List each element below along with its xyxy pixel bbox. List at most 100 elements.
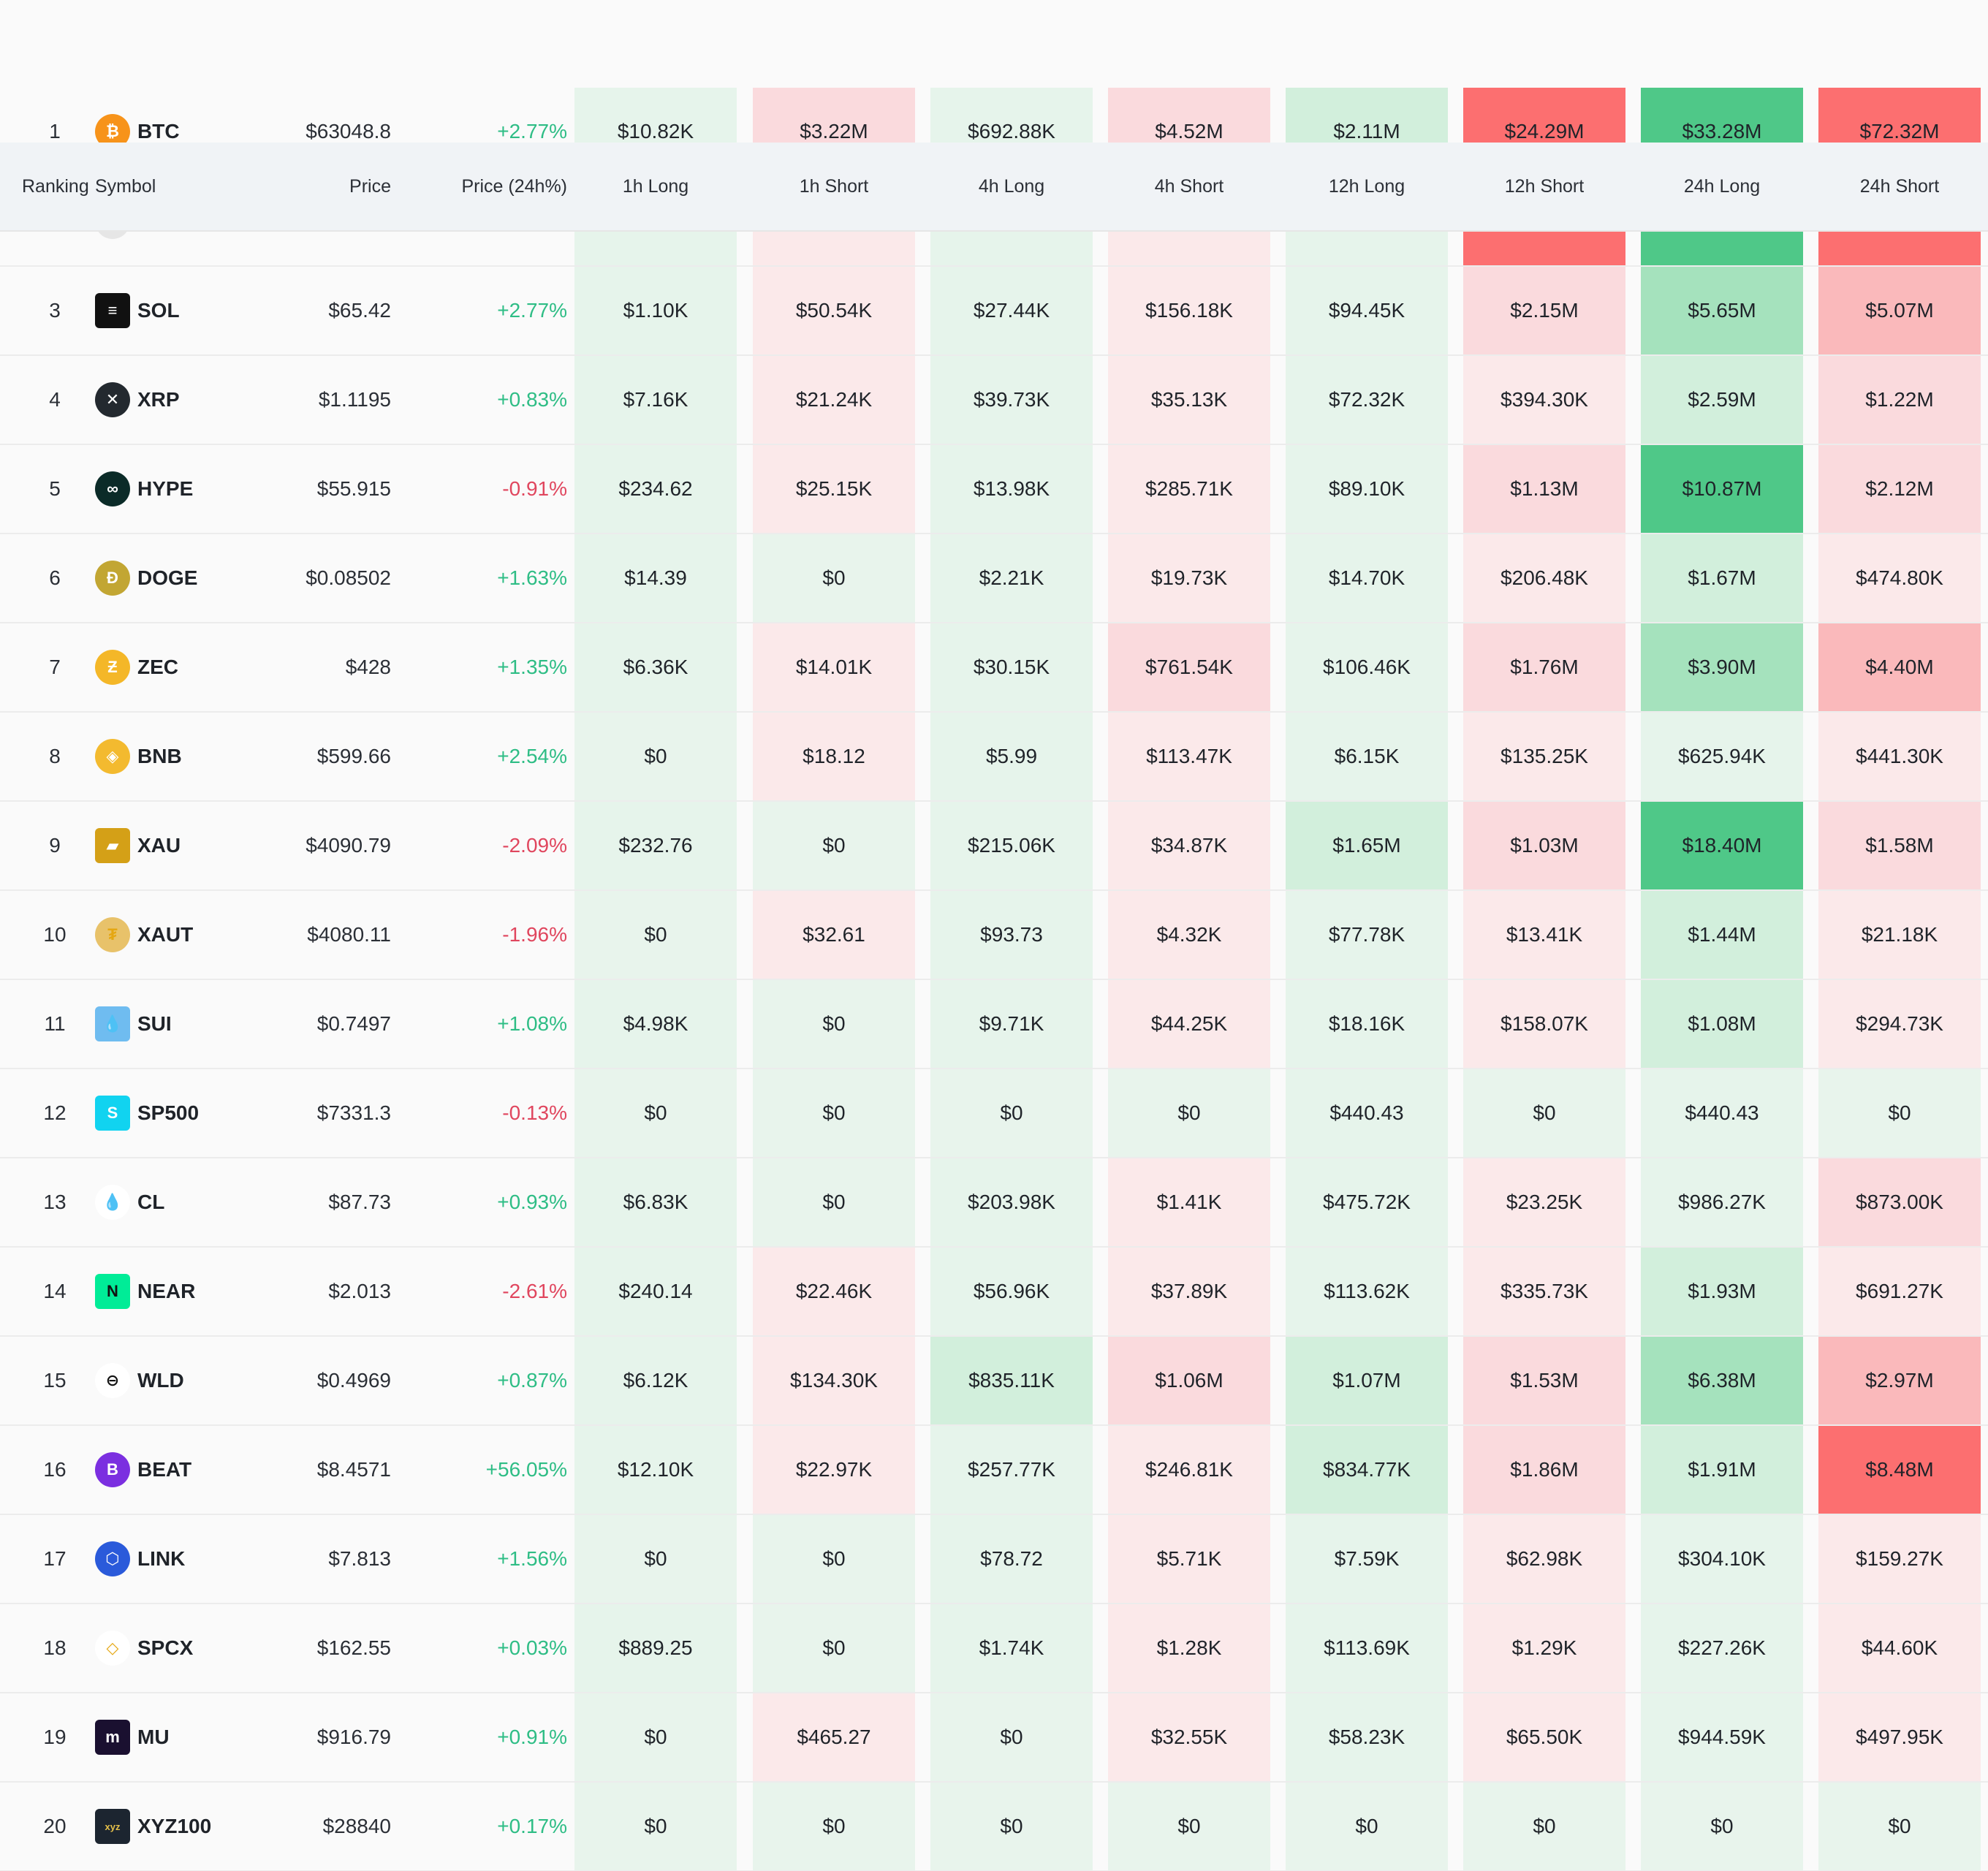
cell-1h-short: $0 <box>753 1069 915 1157</box>
symbol-cell[interactable]: N NEAR <box>95 1248 270 1335</box>
cell-1h-short: $25.15K <box>753 445 915 533</box>
cell-4h-short: $0 <box>1108 1783 1270 1870</box>
cell-1h-long: $0 <box>574 1069 737 1157</box>
header-4h-short[interactable]: 4h Short <box>1154 175 1224 197</box>
header-4h-long[interactable]: 4h Long <box>978 175 1045 197</box>
change-cell: +0.91% <box>497 1726 567 1748</box>
cell-1h-short: $18.12 <box>753 713 915 800</box>
header-24h-long[interactable]: 24h Long <box>1683 175 1761 197</box>
symbol-cell[interactable]: ✕ XRP <box>95 356 270 444</box>
cell-12h-long: $6.15K <box>1286 713 1448 800</box>
symbol-cell[interactable]: ◇ SPCX <box>95 1604 270 1692</box>
cell-24h-long: $10.87M <box>1641 445 1803 533</box>
cell-4h-long: $13.98K <box>930 445 1093 533</box>
symbol-cell[interactable]: B BEAT <box>95 1426 270 1514</box>
header-1h-short[interactable]: 1h Short <box>799 175 869 197</box>
symbol-cell[interactable]: Ð DOGE <box>95 534 270 622</box>
symbol-cell[interactable]: 💧 SUI <box>95 980 270 1068</box>
symbol-cell[interactable]: ₿ BTC <box>95 88 270 175</box>
table-row[interactable]: 12 S SP500 $7331.3 -0.13% $0 $0 $0 $0 $440.43 $0 $4… <box>0 1069 1988 1158</box>
header-price[interactable]: Price <box>349 175 391 197</box>
cell-12h-long: $58.23K <box>1286 1693 1448 1781</box>
symbol-cell[interactable]: S SP500 <box>95 1069 270 1157</box>
symbol-cell[interactable]: ⬡ LINK <box>95 1515 270 1603</box>
table-row[interactable]: 3 ≡ SOL $65.42 +2.77% $1.10K $50.54K $27.44K $15… <box>0 267 1988 356</box>
cell-4h-short: $37.89K <box>1108 1248 1270 1335</box>
table-row[interactable]: 7 Ƶ ZEC $428 +1.35% $6.36K $14.01K $30.15K $761.… <box>0 623 1988 713</box>
cell-4h-short: $32.55K <box>1108 1693 1270 1781</box>
cell-12h-short: $1.13M <box>1463 445 1625 533</box>
cell-1h-short: $0 <box>753 980 915 1068</box>
cell-12h-short: $135.25K <box>1463 713 1625 800</box>
cell-1h-short: $14.01K <box>753 623 915 711</box>
cell-4h-long: $27.44K <box>930 267 1093 354</box>
cell-12h-long: $77.78K <box>1286 891 1448 979</box>
table-row[interactable]: 8 ◈ BNB $599.66 +2.54% $0 $18.12 $5.99 $113.47K $… <box>0 713 1988 802</box>
table-row[interactable]: 13 💧 CL $87.73 +0.93% $6.83K $0 $203.98K $1.41K $… <box>0 1158 1988 1248</box>
cell-1h-short: $21.24K <box>753 356 915 444</box>
price-cell: $8.4571 <box>316 1458 391 1481</box>
symbol-cell[interactable]: ▰ XAU <box>95 802 270 889</box>
cell-1h-short: $0 <box>753 1158 915 1246</box>
header-symbol[interactable]: Symbol <box>95 175 156 197</box>
cell-1h-long: $14.39 <box>574 534 737 622</box>
solana-icon: ≡ <box>95 293 130 328</box>
symbol-cell[interactable]: ⊖ WLD <box>95 1337 270 1424</box>
rank-cell: 19 <box>43 1726 67 1748</box>
price-cell: $0.08502 <box>306 566 391 589</box>
cell-12h-long: $440.43 <box>1286 1069 1448 1157</box>
table-row[interactable]: 16 B BEAT $8.4571 +56.05% $12.10K $22.97K $257.… <box>0 1426 1988 1515</box>
cell-24h-short: $497.95K <box>1818 1693 1981 1781</box>
cell-12h-short: $62.98K <box>1463 1515 1625 1603</box>
symbol-cell[interactable]: Ƶ ZEC <box>95 623 270 711</box>
cell-24h-short: $44.60K <box>1818 1604 1981 1692</box>
symbol-cell[interactable]: xyz XYZ100 <box>95 1783 270 1870</box>
table-row[interactable]: 4 ✕ XRP $1.1195 +0.83% $7.16K $21.24K $39.73K $3… <box>0 356 1988 445</box>
header-ranking[interactable]: Ranking <box>22 175 89 197</box>
cell-1h-short: $0 <box>753 1783 915 1870</box>
table-row[interactable]: 6 Ð DOGE $0.08502 +1.63% $14.39 $0 $2.21K $19.73… <box>0 534 1988 623</box>
rank-cell: 15 <box>43 1369 67 1392</box>
symbol-cell[interactable]: ∞ HYPE <box>95 445 270 533</box>
table-row[interactable]: 14 N NEAR $2.013 -2.61% $240.14 $22.46K $56.96K… <box>0 1248 1988 1337</box>
cell-4h-short: $44.25K <box>1108 980 1270 1068</box>
table-row[interactable]: 9 ▰ XAU $4090.79 -2.09% $232.76 $0 $215.06K $34.… <box>0 802 1988 891</box>
table-row[interactable]: 18 ◇ SPCX $162.55 +0.03% $889.25 $0 $1.74K $1.28… <box>0 1604 1988 1693</box>
symbol-name: BNB <box>137 745 182 767</box>
cell-4h-long: $9.71K <box>930 980 1093 1068</box>
header-24h-short[interactable]: 24h Short <box>1859 175 1940 197</box>
table-row[interactable]: 5 ∞ HYPE $55.915 -0.91% $234.62 $25.15K $13.98K… <box>0 445 1988 534</box>
table-row[interactable]: 20 xyz XYZ100 $28840 +0.17% $0 $0 $0 $0 $0 $0 $0 $0 <box>0 1783 1988 1871</box>
change-cell: +0.93% <box>497 1191 567 1213</box>
symbol-cell[interactable]: ◈ BNB <box>95 713 270 800</box>
header-12h-short[interactable]: 12h Short <box>1504 175 1585 197</box>
rank-cell: 8 <box>49 745 61 767</box>
rank-cell: 11 <box>44 1012 66 1035</box>
cell-12h-long: $1.07M <box>1286 1337 1448 1424</box>
cell-12h-short: $65.50K <box>1463 1693 1625 1781</box>
table-row[interactable]: 15 ⊖ WLD $0.4969 +0.87% $6.12K $134.30K $835.11… <box>0 1337 1988 1426</box>
table-row[interactable]: 10 ₮ XAUT $4080.11 -1.96% $0 $32.61 $93.73 $4.32… <box>0 891 1988 980</box>
header-change[interactable]: Price (24h%) <box>461 175 568 197</box>
cell-1h-short: $0 <box>753 1604 915 1692</box>
cell-24h-long: $1.91M <box>1641 1426 1803 1514</box>
cell-4h-short: $35.13K <box>1108 356 1270 444</box>
cell-1h-short: $0 <box>753 1515 915 1603</box>
cell-4h-short: $761.54K <box>1108 623 1270 711</box>
symbol-cell[interactable]: ₮ XAUT <box>95 891 270 979</box>
symbol-cell[interactable]: m MU <box>95 1693 270 1781</box>
cell-24h-long: $1.67M <box>1641 534 1803 622</box>
table-row[interactable]: 11 💧 SUI $0.7497 +1.08% $4.98K $0 $9.71K $44.25K… <box>0 980 1988 1069</box>
header-12h-long[interactable]: 12h Long <box>1328 175 1405 197</box>
cell-4h-short: $0 <box>1108 1069 1270 1157</box>
cell-12h-long: $94.45K <box>1286 267 1448 354</box>
change-cell: +56.05% <box>485 1458 567 1481</box>
cell-24h-short: $294.73K <box>1818 980 1981 1068</box>
rank-cell: 13 <box>43 1191 67 1213</box>
symbol-cell[interactable]: ≡ SOL <box>95 267 270 354</box>
header-1h-long[interactable]: 1h Long <box>622 175 689 197</box>
table-row[interactable]: 17 ⬡ LINK $7.813 +1.56% $0 $0 $78.72 $5.71K $7.59… <box>0 1515 1988 1604</box>
rank-cell: 9 <box>49 834 61 857</box>
table-row[interactable]: 19 m MU $916.79 +0.91% $0 $465.27 $0 $32.55K $58.… <box>0 1693 1988 1783</box>
symbol-cell[interactable]: 💧 CL <box>95 1158 270 1246</box>
